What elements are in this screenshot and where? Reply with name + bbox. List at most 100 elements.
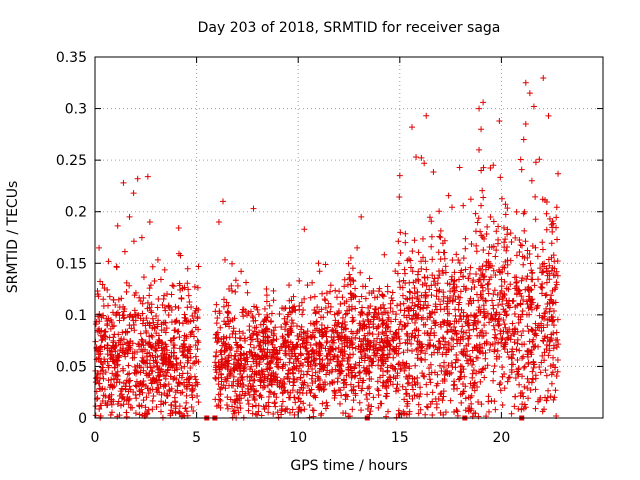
data-point [527,260,534,267]
data-point [414,345,421,352]
data-point [347,274,354,281]
data-point [341,300,348,307]
data-point [510,351,517,358]
data-point [104,351,111,358]
data-point [481,374,488,381]
data-point [446,370,453,377]
data-point [442,269,449,276]
data-point [366,275,373,282]
data-point [319,290,326,297]
data-point [342,379,349,386]
data-point [184,265,191,272]
data-point [131,369,138,376]
data-point [312,369,319,376]
data-point [344,393,351,400]
data-point [510,361,517,368]
data-point [549,224,556,231]
data-point [520,364,527,371]
data-point [175,379,182,386]
data-point [539,284,546,291]
data-point [126,377,133,384]
data-point [249,403,256,410]
data-point [392,375,399,382]
data-point [426,365,433,372]
data-point [490,302,497,309]
data-point [523,311,530,318]
data-point [346,276,353,283]
data-point [337,301,344,308]
data-point [493,335,500,342]
data-point [322,329,329,336]
data-point [516,287,523,294]
data-point [474,347,481,354]
data-point [451,269,458,276]
data-point [238,374,245,381]
data-point [411,237,418,244]
data-point [260,379,267,386]
data-point [145,390,152,397]
data-point [535,276,542,283]
data-point [124,339,131,346]
data-point [358,387,365,394]
data-point [359,325,366,332]
data-point [517,156,524,163]
data-point [313,319,320,326]
data-point [268,381,275,388]
data-point [490,368,497,375]
data-point [144,364,151,371]
data-point [260,333,267,340]
data-point [497,174,504,181]
data-point [397,318,404,325]
data-point [498,340,505,347]
data-point [464,313,471,320]
data-point [543,210,550,217]
data-point [162,329,169,336]
data-point [280,384,287,391]
data-point [447,397,454,404]
data-point [351,365,358,372]
data-point [260,403,267,410]
data-point [154,256,161,263]
data-point [498,195,505,202]
data-point [212,366,219,373]
data-point [390,354,397,361]
data-point [188,385,195,392]
data-point [379,317,386,324]
data-point [415,277,422,284]
data-point [171,327,178,334]
data-point [478,167,485,174]
data-point [405,308,412,315]
data-point [526,90,533,97]
data-point [504,349,511,356]
data-point [282,350,289,357]
data-point [549,218,556,225]
data-point [168,306,175,313]
data-point [112,301,119,308]
data-point [98,327,105,334]
data-point [286,359,293,366]
data-point [307,294,314,301]
data-point [429,398,436,405]
data-point [222,359,229,366]
data-point [500,264,507,271]
data-point [543,397,550,404]
data-point [139,381,146,388]
data-point [212,335,219,342]
data-point [439,351,446,358]
data-point [457,391,464,398]
data-point [499,301,506,308]
data-point [531,343,538,350]
data-point [520,353,527,360]
data-point [165,381,172,388]
data-point [300,385,307,392]
data-point [408,333,415,340]
data-point [94,291,101,298]
data-point [99,336,106,343]
data-point [430,318,437,325]
data-point [214,314,221,321]
data-point [186,375,193,382]
data-point [301,295,308,302]
data-point [409,248,416,255]
data-point [114,222,121,229]
data-point [233,341,240,348]
